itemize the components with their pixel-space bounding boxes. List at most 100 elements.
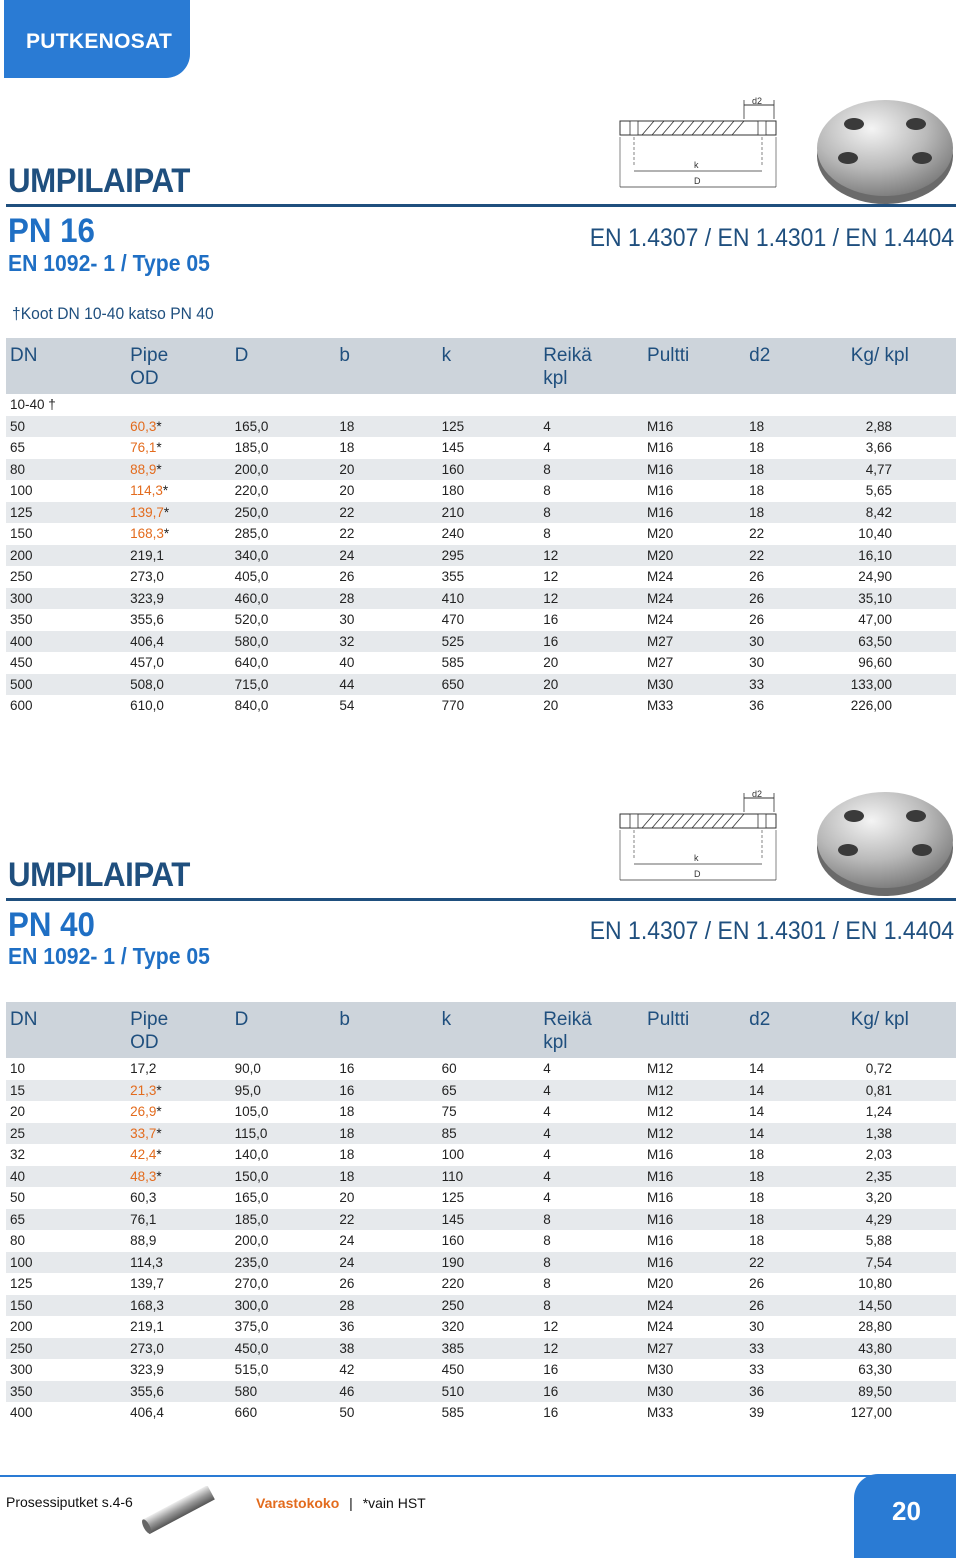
table-row: 400 406,4 580,0 32 525 16 M27 30 63,50 (6, 630, 956, 652)
table-cell: 8 (543, 1251, 648, 1273)
table-cell: 18 (339, 1147, 355, 1162)
table-cell: 85 (441, 1122, 544, 1144)
col-header: Pipe OD (130, 338, 235, 394)
table-cell: M16 (647, 458, 750, 480)
table-cell: 185,0 (234, 440, 269, 455)
table-row: 80 88,9* 200,0 20 160 8 M16 18 4,77 (6, 458, 956, 480)
table-cell: 133,00 (850, 673, 956, 695)
table-cell: 600 (10, 698, 33, 713)
table-cell: M24 (647, 587, 750, 609)
table-row: 50 60,3* 165,0 18 125 4 M16 18 2,88 (6, 415, 956, 437)
table-cell: 65 (10, 440, 26, 455)
stock-size-value: 88,9 (130, 461, 157, 477)
table-cell: 640,0 (234, 655, 269, 670)
table-row: 40 48,3* 150,0 18 110 4 M16 18 2,35 (6, 1165, 956, 1187)
table-cell: 100 (6, 1251, 131, 1273)
table-cell: 18 (749, 1208, 851, 1230)
footer-divider (0, 1475, 880, 1477)
table-cell: 16 (339, 1079, 442, 1101)
table-row: 65 76,1 185,0 22 145 8 M16 18 4,29 (6, 1208, 956, 1230)
table-cell: 50 (6, 415, 131, 437)
table-cell: 76,1* (130, 437, 234, 459)
stock-size-value: 42,4 (130, 1147, 157, 1162)
table-cell: 26,9* (130, 1101, 234, 1123)
table-cell: 150,0 (234, 1165, 340, 1187)
table-cell: 5,65 (865, 483, 892, 498)
table-cell: 385 (441, 1337, 544, 1359)
table-cell: 32 (10, 1147, 26, 1162)
table-cell: 20 (543, 655, 559, 670)
table-cell: 8 (543, 483, 551, 498)
table-cell: 250 (6, 1337, 131, 1359)
table-cell: 4 (543, 1147, 551, 1162)
table-cell: 110 (441, 1165, 544, 1187)
table-cell: 20 (339, 458, 442, 480)
table-cell: 95,0 (234, 1079, 340, 1101)
hst-marker: * (163, 504, 170, 520)
table-cell: M27 (647, 1337, 750, 1359)
table-cell: 300,0 (234, 1294, 340, 1316)
table-cell: 168,3 (130, 1294, 235, 1316)
table-cell: 60,3 (130, 1190, 157, 1205)
table-cell: 30 (749, 1319, 765, 1334)
col-header: Pipe OD (130, 1002, 235, 1058)
table-cell: M16 (647, 1208, 750, 1230)
table-cell: 16 (543, 612, 559, 627)
table-cell: 8 (543, 1276, 551, 1291)
flange-drawing-icon: d2 k D (619, 789, 777, 881)
table-row: 300 323,9 515,0 42 450 16 M30 33 63,30 (6, 1359, 956, 1381)
table-cell: 16 (339, 1061, 355, 1076)
table-cell: 8 (543, 458, 648, 480)
table-cell (339, 394, 441, 416)
stock-size-value: 60,3 (130, 418, 157, 434)
table-cell: 180 (441, 483, 465, 498)
table-cell: 0,81 (850, 1079, 956, 1101)
table-cell: 88,9 (130, 1233, 157, 1248)
table-cell: 219,1 (130, 1319, 164, 1334)
table-cell: 200,0 (234, 458, 340, 480)
table-cell: 406,4 (130, 630, 235, 652)
blind-flange-image-icon (817, 792, 953, 896)
table-cell: M16 (647, 501, 750, 523)
table-cell: 26 (749, 1276, 765, 1291)
table-cell: 22 (339, 1208, 442, 1230)
table-cell: 220 (441, 1276, 465, 1291)
table-row: 125 139,7 270,0 26 220 8 M20 26 10,80 (6, 1273, 956, 1295)
stock-size-value: 168,3 (130, 526, 164, 541)
table-cell: 105,0 (234, 1104, 269, 1119)
table-cell: 21,3* (130, 1079, 235, 1101)
stock-size-value: 26,9 (130, 1104, 157, 1119)
table-cell: 18 (749, 1233, 765, 1248)
table-cell: 715,0 (234, 673, 340, 695)
table-cell: M16 (647, 1251, 750, 1273)
table-row: 150 168,3* 285,0 22 240 8 M20 22 10,40 (6, 523, 956, 545)
table-row: 80 88,9 200,0 24 160 8 M16 18 5,88 (6, 1230, 956, 1252)
table-cell: 168,3* (130, 523, 234, 545)
table-cell: 145 (441, 1208, 544, 1230)
stock-size-value: 139,7 (130, 504, 164, 520)
table-cell: 42,4* (130, 1144, 234, 1166)
table-cell: 48,3* (130, 1165, 235, 1187)
table-cell: 355 (441, 569, 465, 584)
table-cell: 44 (339, 673, 442, 695)
table-cell: 323,9 (130, 587, 235, 609)
table-cell: M27 (647, 655, 674, 670)
table-row: 25 33,7* 115,0 18 85 4 M12 14 1,38 (6, 1122, 956, 1144)
table-row: 15 21,3* 95,0 16 65 4 M12 14 0,81 (6, 1079, 956, 1101)
hst-marker: * (156, 1147, 162, 1162)
table-cell: M16 (647, 1190, 674, 1205)
section-title: UMPILAIPAT (8, 162, 190, 200)
table-cell: 24 (339, 1251, 442, 1273)
table-cell: 300 (6, 587, 131, 609)
table-cell: M16 (647, 440, 674, 455)
table-cell: 100 (10, 483, 33, 498)
table-cell: 400 (6, 630, 131, 652)
table-cell: 14,50 (850, 1294, 956, 1316)
table-cell: 8 (543, 1233, 551, 1248)
table-cell: 63,50 (850, 630, 956, 652)
col-header: d2 (749, 1002, 851, 1058)
table-cell: 1,24 (865, 1104, 892, 1119)
table-cell: 25 (6, 1122, 131, 1144)
table-cell: 14 (749, 1061, 765, 1076)
table-cell: 36 (749, 698, 765, 713)
